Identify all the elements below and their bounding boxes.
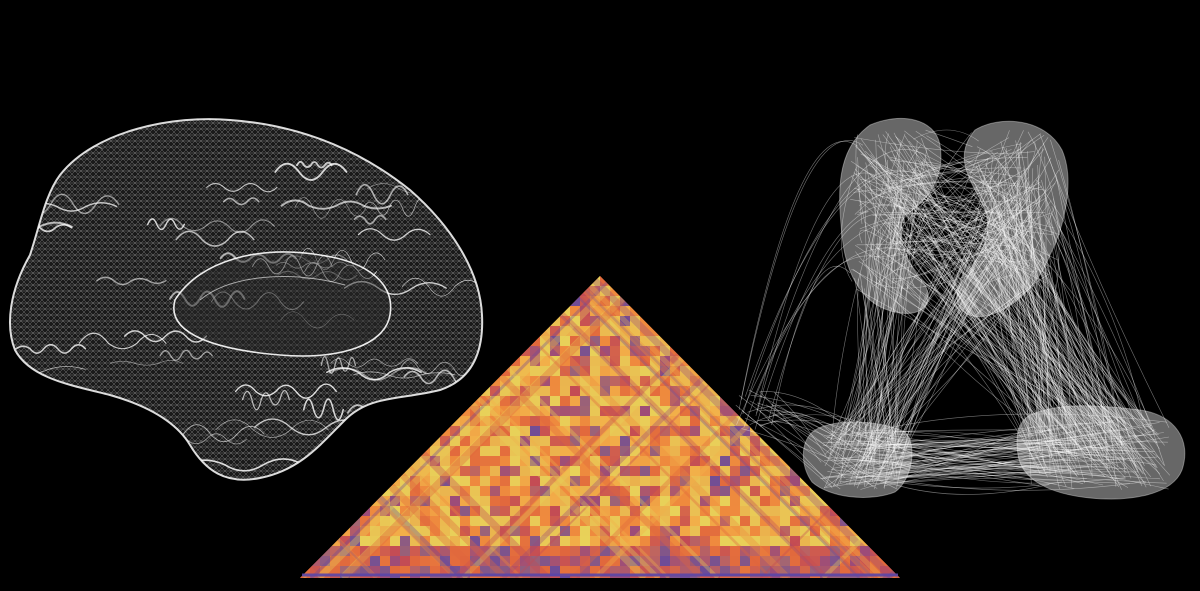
graph-node-bottom-right [1016, 405, 1186, 500]
brain-outline [9, 118, 484, 481]
graph-node-left-hemisphere [839, 117, 942, 314]
graph-node-bottom-left [802, 421, 913, 498]
corpus-callosum [173, 251, 392, 357]
graph-node-right-hemisphere [956, 120, 1069, 317]
